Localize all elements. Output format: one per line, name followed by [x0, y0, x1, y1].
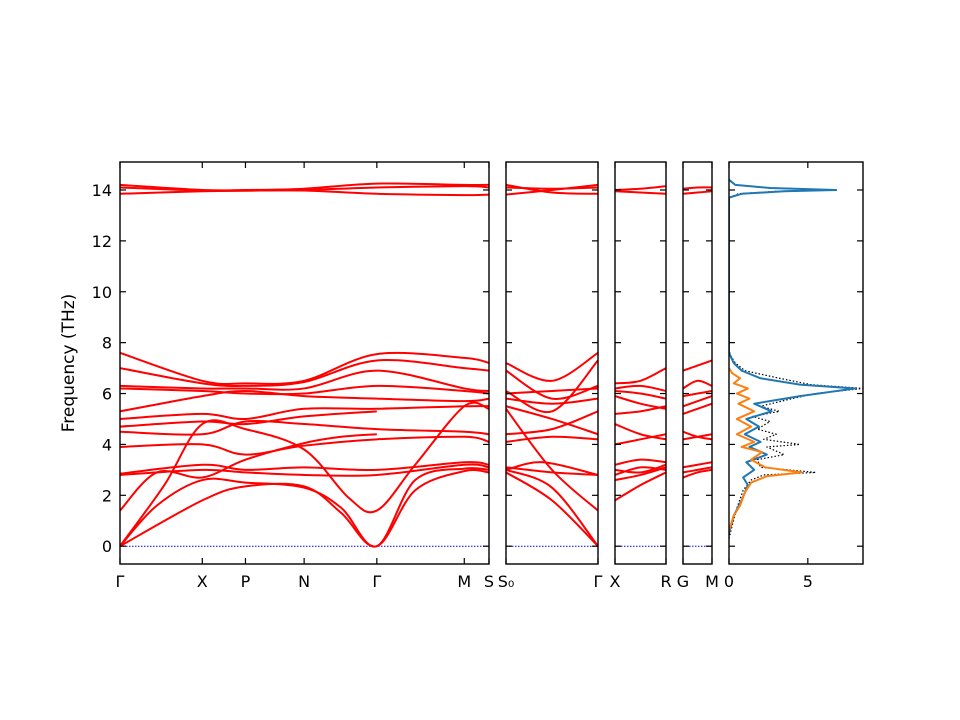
phonon-band [683, 395, 712, 408]
x-tick-label: Γ [116, 572, 125, 591]
phonon-band [506, 183, 598, 195]
phonon-band [615, 463, 666, 474]
y-axis-label: Frequency (THz) [59, 294, 79, 433]
phonon-band [615, 433, 666, 446]
phonon-band [683, 190, 712, 195]
phonon-band [506, 397, 598, 405]
phonon-band [120, 467, 489, 548]
phonon-band [120, 369, 489, 392]
y-tick-label: 4 [102, 435, 112, 454]
phonon-band [120, 189, 489, 197]
phonon-band [683, 461, 712, 469]
phonon-band [506, 408, 598, 512]
phonon-band [506, 468, 598, 547]
phonon-band [615, 458, 666, 466]
phonon-band [615, 367, 666, 385]
y-tick-label: 6 [102, 385, 112, 404]
panel-frame [505, 161, 599, 565]
phonon-band [506, 369, 598, 400]
panel-frame [614, 161, 667, 565]
x-tick-label: 5 [803, 572, 813, 591]
band-panel-2: S₀ Γ [498, 161, 603, 591]
phonon-band [615, 384, 666, 392]
phonon-band [506, 410, 598, 436]
phonon-band [683, 466, 712, 474]
phonon-band [506, 435, 598, 443]
phonon-band [615, 395, 666, 410]
phonon-band [120, 461, 489, 475]
phonon-band [506, 186, 598, 190]
x-tick-label: M [457, 572, 471, 591]
band-lines [120, 182, 489, 548]
band-lines [615, 185, 666, 547]
phonon-band [683, 402, 712, 415]
phonon-band [120, 351, 489, 385]
x-tick-label: X [197, 572, 208, 591]
phonon-band [683, 186, 712, 190]
phonon-band [120, 463, 489, 477]
phonon-band [120, 420, 489, 436]
x-tick-label: G [677, 572, 689, 591]
phonon-band [683, 359, 712, 372]
dos-series-3 [729, 367, 803, 532]
phonon-band [506, 471, 598, 547]
phonon-band [615, 389, 666, 400]
x-tick-label: X [610, 572, 621, 591]
phonon-band [120, 182, 489, 192]
phonon-band [120, 359, 489, 388]
panel-frame [728, 161, 864, 565]
phonon-band [615, 190, 666, 195]
phonon-band [506, 183, 598, 196]
band-panel-1: 0 2 4 6 8 10 12 14 Γ X P N Γ M S [92, 161, 494, 591]
x-tick-label: 0 [724, 572, 734, 591]
y-tick-label: 0 [102, 537, 112, 556]
x-tick-label: Γ [594, 572, 603, 591]
phonon-band [615, 466, 666, 476]
phonon-band [683, 430, 712, 441]
phonon-band [683, 390, 712, 398]
dos-lines [729, 179, 863, 539]
phonon-band [506, 405, 598, 436]
y-tick-label: 2 [102, 486, 112, 505]
phonon-band [615, 185, 666, 191]
phonon-band [120, 405, 489, 420]
phonon-band [615, 471, 666, 502]
x-tick-label: M [705, 572, 719, 591]
panel-frame [119, 161, 490, 565]
phonon-band [506, 351, 598, 382]
dos-series-2 [729, 179, 857, 534]
phonon-band [615, 423, 666, 441]
y-tick-label: 14 [92, 181, 112, 200]
x-tick-label: S [484, 572, 494, 591]
phonon-band [120, 401, 489, 547]
y-tick-label: 8 [102, 334, 112, 353]
phonon-band [683, 379, 712, 390]
x-tick-label: P [241, 572, 251, 591]
phonon-band [506, 359, 598, 414]
x-tick-label: S₀ [498, 572, 515, 591]
phonon-band [120, 384, 489, 396]
x-tick-label: R [660, 572, 671, 591]
phonon-band [120, 469, 489, 548]
phonon-band [120, 435, 489, 456]
band-lines [683, 186, 712, 547]
x-tick-label: Γ [372, 572, 381, 591]
y-tick-label: 10 [92, 283, 112, 302]
panel-frame [682, 161, 713, 565]
x-tick-label: N [298, 572, 310, 591]
phonon-band [683, 468, 712, 479]
y-tick-label: 12 [92, 232, 112, 251]
band-lines [506, 183, 598, 547]
phonon-band [120, 410, 377, 428]
phonon-band [120, 389, 489, 413]
phonon-band [506, 466, 598, 476]
